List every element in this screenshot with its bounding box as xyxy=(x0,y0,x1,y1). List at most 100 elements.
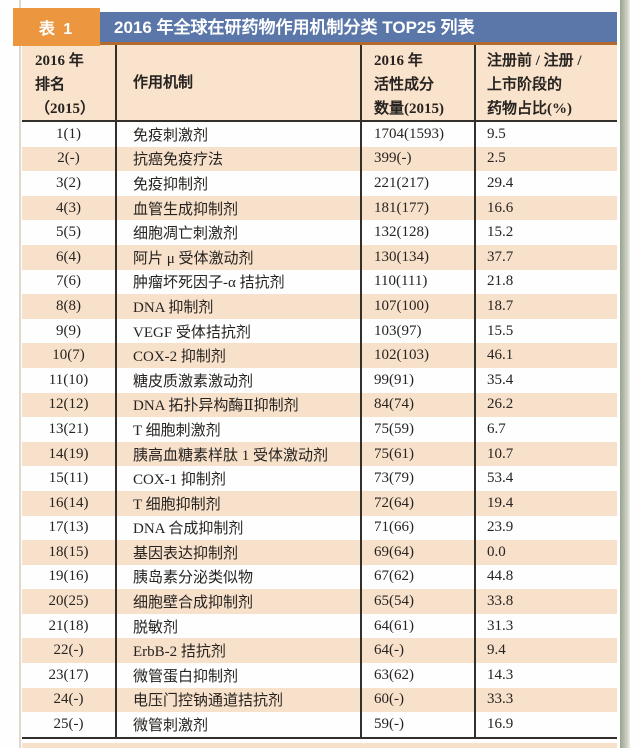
mechanism-cell: T 细胞抑制剂 xyxy=(115,490,360,516)
table-row: 17(13) DNA 合成抑制剂 71(66) 23.9 xyxy=(22,515,617,541)
rank-cell: 11(10) xyxy=(48,371,89,388)
count-cell: 73(79) xyxy=(360,466,474,491)
percent-cell: 53.4 xyxy=(474,466,617,491)
table-row: 7(6) 肿瘤坏死因子-α 拮抗剂 110(111) 21.8 xyxy=(22,269,617,295)
percent-cell: 19.4 xyxy=(474,490,617,516)
rank-cell: 22(-) xyxy=(53,642,84,659)
rank-cell: 20(25) xyxy=(48,593,89,610)
header-count-line3: 数量(2015) xyxy=(374,101,444,117)
table-row: 22(-) ErbB-2 拮抗剂 64(-) 9.4 xyxy=(22,638,617,664)
count-cell: 75(61) xyxy=(360,441,474,467)
header-mechanism-line1: 作用机制 xyxy=(133,74,194,91)
count-cell: 130(134) xyxy=(360,244,474,270)
header-count-line2: 活性成分 xyxy=(374,77,435,93)
table-row: 16(14) T 细胞抑制剂 72(64) 19.4 xyxy=(22,490,617,516)
scan-edge-right xyxy=(620,0,630,748)
percent-cell: 14.3 xyxy=(474,663,617,688)
table-number-badge: 表 1 xyxy=(13,8,100,46)
percent-cell: 33.3 xyxy=(474,687,617,713)
rank-cell: 10(7) xyxy=(52,347,85,364)
table-row: 1(1) 免疫刺激剂 1704(1593) 9.5 xyxy=(22,122,617,147)
count-cell: 1704(1593) xyxy=(360,122,474,147)
mechanism-cell: T 细胞刺激剂 xyxy=(115,417,360,442)
header-mechanism: 作用机制 xyxy=(115,45,360,120)
rank-cell: 1(1) xyxy=(56,125,81,142)
count-cell: 132(128) xyxy=(360,220,474,245)
next-section-strip xyxy=(22,743,617,748)
header-count-line1: 2016 年 xyxy=(374,53,423,69)
table-row: 6(4) 阿片 μ 受体激动剂 130(134) 37.7 xyxy=(22,244,617,270)
mechanism-cell: 细胞壁合成抑制剂 xyxy=(115,589,360,614)
rank-cell: 3(2) xyxy=(56,174,81,191)
rank-cell: 14(19) xyxy=(48,445,89,462)
count-cell: 107(100) xyxy=(360,294,474,319)
rank-cell: 6(4) xyxy=(56,248,81,265)
table-row: 4(3) 血管生成抑制剂 181(177) 16.6 xyxy=(22,195,617,221)
mechanism-cell: DNA 拓扑异构酶Ⅱ抑制剂 xyxy=(115,392,360,418)
table-row: 3(2) 免疫抑制剂 221(217) 29.4 xyxy=(22,171,617,196)
table-row: 25(-) 微管刺激剂 59(-) 16.9 xyxy=(22,712,617,737)
percent-cell: 9.4 xyxy=(474,638,617,664)
percent-cell: 33.8 xyxy=(474,589,617,614)
mechanism-cell: COX-2 抑制剂 xyxy=(115,343,360,368)
count-cell: 59(-) xyxy=(360,712,474,737)
count-cell: 103(97) xyxy=(360,318,474,344)
table-row: 13(21) T 细胞刺激剂 75(59) 6.7 xyxy=(22,417,617,442)
table-row: 21(18) 脱敏剂 64(61) 31.3 xyxy=(22,613,617,639)
rank-cell: 5(5) xyxy=(56,224,81,241)
mechanism-cell: 免疫抑制剂 xyxy=(115,171,360,196)
mechanism-cell: 微管刺激剂 xyxy=(115,712,360,737)
table-row: 18(15) 基因表达抑制剂 69(64) 0.0 xyxy=(22,540,617,565)
mechanism-cell: 微管蛋白抑制剂 xyxy=(115,663,360,688)
table-row: 19(16) 胰岛素分泌类似物 67(62) 44.8 xyxy=(22,564,617,590)
table-row: 24(-) 电压门控钠通道拮抗剂 60(-) 33.3 xyxy=(22,687,617,713)
mechanism-cell: 血管生成抑制剂 xyxy=(115,195,360,221)
table-row: 23(17) 微管蛋白抑制剂 63(62) 14.3 xyxy=(22,663,617,688)
count-cell: 65(54) xyxy=(360,589,474,614)
mechanism-cell: 胰岛素分泌类似物 xyxy=(115,564,360,590)
count-cell: 75(59) xyxy=(360,417,474,442)
rank-cell: 9(9) xyxy=(56,322,81,339)
rank-cell: 23(17) xyxy=(48,666,89,683)
table-row: 11(10) 糖皮质激素激动剂 99(91) 35.4 xyxy=(22,367,617,393)
table-row: 14(19) 胰高血糖素样肽 1 受体激动剂 75(61) 10.7 xyxy=(22,441,617,467)
mechanism-cell: ErbB-2 拮抗剂 xyxy=(115,638,360,664)
table-row: 10(7) COX-2 抑制剂 102(103) 46.1 xyxy=(22,343,617,368)
percent-cell: 16.9 xyxy=(474,712,617,737)
rank-cell: 19(16) xyxy=(48,568,89,585)
mechanism-cell: DNA 合成抑制剂 xyxy=(115,515,360,541)
mechanism-cell: COX-1 抑制剂 xyxy=(115,466,360,491)
percent-cell: 0.0 xyxy=(474,540,617,565)
header-rank-line1: 2016 年 xyxy=(35,53,84,69)
mechanism-cell: 细胞凋亡刺激剂 xyxy=(115,220,360,245)
count-cell: 72(64) xyxy=(360,490,474,516)
mechanism-cell: 基因表达抑制剂 xyxy=(115,540,360,565)
count-cell: 110(111) xyxy=(360,269,474,295)
table-row: 15(11) COX-1 抑制剂 73(79) 53.4 xyxy=(22,466,617,491)
table-row: 9(9) VEGF 受体拮抗剂 103(97) 15.5 xyxy=(22,318,617,344)
table-row: 5(5) 细胞凋亡刺激剂 132(128) 15.2 xyxy=(22,220,617,245)
percent-cell: 15.5 xyxy=(474,318,617,344)
header-rank-line3: （2015） xyxy=(35,101,96,117)
mechanism-cell: 阿片 μ 受体激动剂 xyxy=(115,244,360,270)
table-row: 2(-) 抗癌免疫疗法 399(-) 2.5 xyxy=(22,146,617,172)
percent-cell: 9.5 xyxy=(474,122,617,147)
mechanism-cell: 抗癌免疫疗法 xyxy=(115,146,360,172)
mechanism-cell: 肿瘤坏死因子-α 拮抗剂 xyxy=(115,269,360,295)
percent-cell: 18.7 xyxy=(474,294,617,319)
mechanism-cell: 电压门控钠通道拮抗剂 xyxy=(115,687,360,713)
rank-cell: 2(-) xyxy=(57,150,80,167)
percent-cell: 44.8 xyxy=(474,564,617,590)
mechanism-cell: VEGF 受体拮抗剂 xyxy=(115,318,360,344)
rank-cell: 24(-) xyxy=(53,691,84,708)
header-stage-percent-line1: 注册前 / 注册 / xyxy=(487,53,582,69)
header-stage-percent: 注册前 / 注册 / 上市阶段的 药物占比(%) xyxy=(474,45,617,120)
percent-cell: 21.8 xyxy=(474,269,617,295)
count-cell: 60(-) xyxy=(360,687,474,713)
header-rank-line2: 排名 xyxy=(35,77,66,93)
mechanism-cell: DNA 抑制剂 xyxy=(115,294,360,319)
percent-cell: 29.4 xyxy=(474,171,617,196)
header-count: 2016 年 活性成分 数量(2015) xyxy=(360,45,474,120)
table-header-row: 2016 年 排名 （2015） 作用机制 2016 年 活性成分 数量(201… xyxy=(22,42,617,122)
